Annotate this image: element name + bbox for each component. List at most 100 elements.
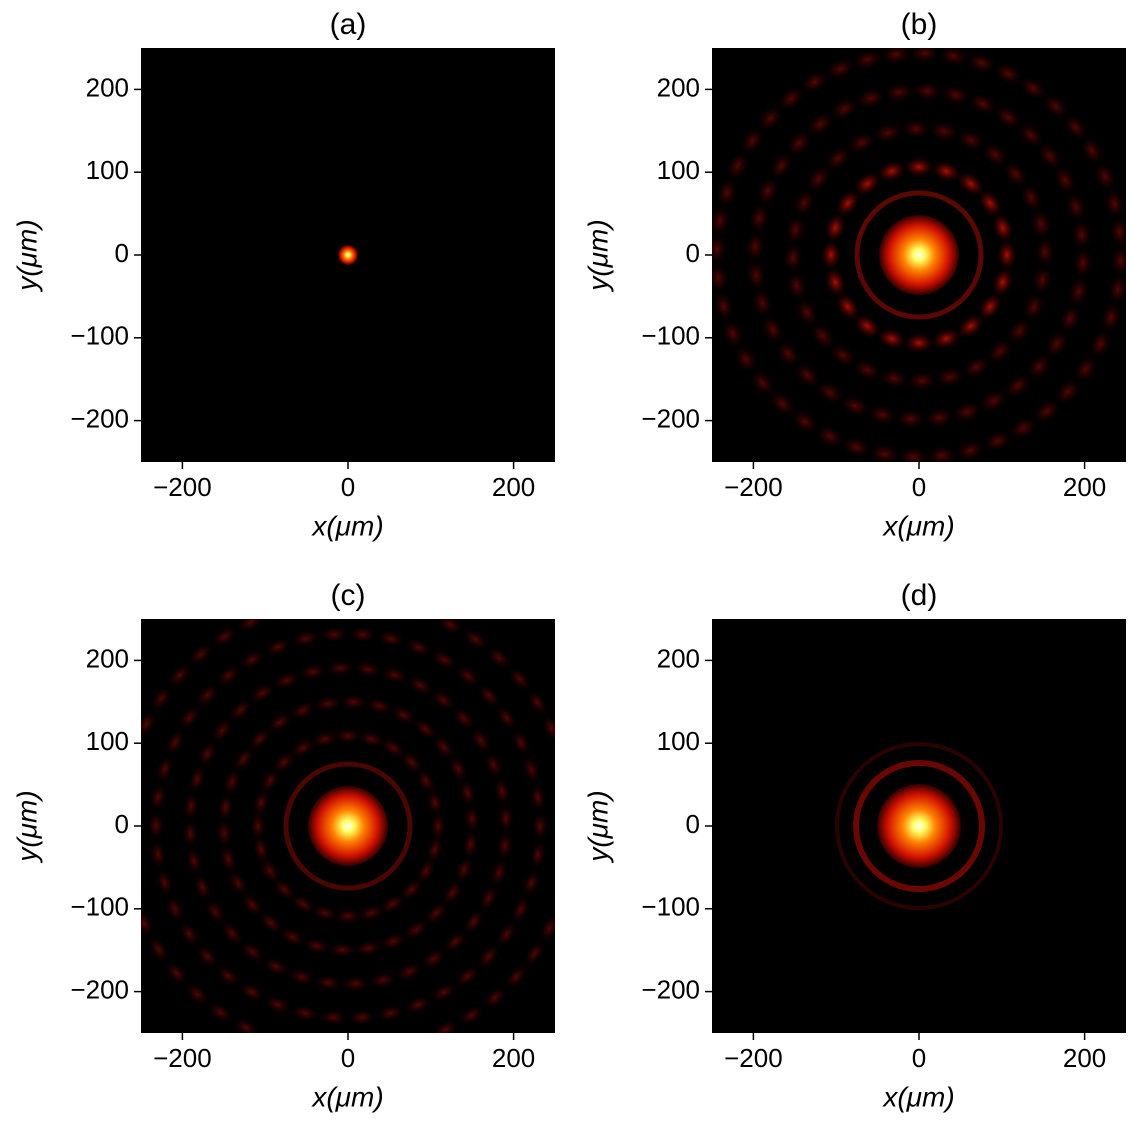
- speckle: [726, 151, 749, 180]
- speckle: [847, 131, 876, 155]
- speckle: [856, 87, 886, 109]
- speckle: [291, 630, 320, 648]
- speckle: [1053, 166, 1077, 195]
- speckle: [252, 789, 270, 817]
- speckle: [1044, 330, 1069, 358]
- speckle: [898, 446, 929, 462]
- speckle: [432, 735, 455, 760]
- speckle: [291, 593, 321, 614]
- central-lobe: [308, 786, 388, 866]
- speckle: [824, 146, 852, 171]
- speckle: [258, 912, 283, 934]
- speckle: [455, 665, 480, 687]
- speckle: [531, 812, 548, 841]
- speckle: [895, 408, 926, 429]
- y-tick-label: 0: [686, 238, 700, 268]
- y-axis-label: y(μm): [582, 219, 613, 292]
- speckle: [511, 896, 531, 923]
- x-tick-label: 200: [492, 472, 535, 502]
- x-axis-label: x(μm): [881, 1081, 954, 1112]
- speckle: [477, 945, 500, 969]
- panel-title: (d): [901, 579, 938, 612]
- speckle: [228, 870, 248, 897]
- speckle: [1003, 160, 1028, 188]
- speckle: [904, 157, 934, 177]
- speckle: [165, 961, 188, 985]
- speckle: [299, 663, 327, 681]
- x-tick-label: 200: [1063, 1043, 1106, 1073]
- y-tick-label: −200: [641, 403, 700, 433]
- speckle: [992, 267, 1014, 297]
- speckle: [853, 314, 881, 339]
- y-tick-label: 100: [657, 155, 700, 185]
- speckle: [197, 740, 218, 767]
- speckle: [431, 689, 456, 711]
- ring: [853, 760, 985, 892]
- speckle: [907, 370, 938, 391]
- speckle: [377, 630, 405, 648]
- speckle: [260, 768, 280, 794]
- speckle: [983, 430, 1012, 452]
- speckle: [319, 626, 348, 643]
- speckle: [877, 328, 907, 350]
- speckle: [793, 188, 816, 218]
- speckle: [463, 629, 489, 650]
- speckle: [205, 899, 226, 925]
- speckle: [994, 105, 1022, 130]
- speckle: [149, 840, 167, 869]
- x-axis-label: x(μm): [881, 510, 954, 541]
- speckle: [430, 812, 446, 840]
- speckle: [272, 878, 296, 902]
- speckle: [448, 755, 468, 782]
- speckle: [390, 705, 417, 725]
- speckle: [239, 982, 265, 1003]
- speckle: [483, 986, 507, 1009]
- speckle: [341, 975, 370, 992]
- speckle: [183, 792, 200, 821]
- speckle: [529, 840, 547, 869]
- speckle: [558, 857, 579, 888]
- speckle: [956, 129, 986, 152]
- speckle: [348, 626, 377, 643]
- panel: (d) −200 0 200 −200 −100 0 100 200 x(μm) y(μm): [582, 579, 1126, 1112]
- speckle: [979, 389, 1008, 413]
- speckle: [1110, 245, 1126, 276]
- speckle: [314, 974, 343, 991]
- speckle: [1026, 353, 1052, 380]
- intensity-image: [712, 48, 1126, 462]
- speckle: [785, 215, 806, 245]
- speckle: [800, 70, 829, 94]
- speckle: [185, 983, 209, 1006]
- speckle: [757, 176, 779, 206]
- speckle: [879, 368, 909, 389]
- speckle: [196, 683, 219, 707]
- speckle: [374, 1038, 404, 1059]
- speckle: [248, 727, 272, 751]
- speckle: [455, 856, 474, 884]
- speckle: [185, 847, 203, 875]
- speckle: [416, 768, 436, 794]
- speckle: [463, 909, 485, 934]
- panel-title: (a): [330, 8, 367, 41]
- speckle: [339, 694, 368, 711]
- central-lobe: [877, 784, 961, 868]
- speckle: [272, 750, 296, 774]
- speckle: [1004, 373, 1032, 398]
- speckle: [713, 291, 735, 322]
- y-tick-label: 0: [686, 809, 700, 839]
- speckle: [219, 845, 238, 873]
- speckle: [168, 663, 191, 687]
- speckle: [881, 48, 911, 65]
- speckle: [233, 746, 254, 772]
- y-tick-label: 100: [657, 726, 700, 756]
- ring: [854, 190, 984, 320]
- speckle: [900, 119, 931, 140]
- speckle: [722, 319, 744, 348]
- speckle: [477, 683, 501, 708]
- speckle: [290, 738, 316, 758]
- speckle: [328, 941, 357, 958]
- speckle: [182, 819, 199, 848]
- panels: (a) −200 0 200 −200 −100 0 100 200 x(μm) y(μm) (b) −…: [11, 8, 1126, 1112]
- speckle: [357, 904, 385, 922]
- speckle: [432, 1020, 459, 1033]
